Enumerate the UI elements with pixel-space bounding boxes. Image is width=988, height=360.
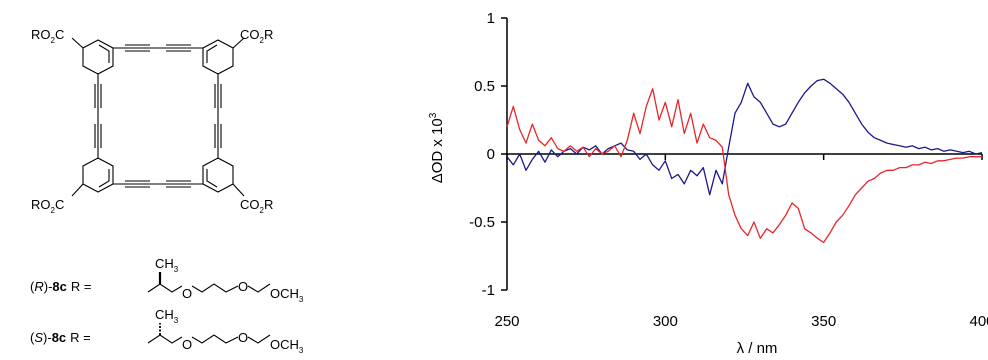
molecule-drawing [71, 37, 271, 344]
y-tick-label: 0.5 [474, 78, 495, 95]
r-isomer-label: (R)-8c R = [30, 279, 91, 294]
y-tick-label: -1 [482, 282, 495, 299]
side-chain-s [147, 334, 183, 344]
ester-label-bottom-left: RO2C [31, 197, 64, 215]
r-oxygen-2: O [238, 279, 248, 294]
r-oxygen-1: O [182, 286, 192, 301]
s-terminal-label: OCH3 [270, 337, 304, 355]
macrocycle-structure: RO2C CO2R RO2C CO2R (R)-8c R = CH3 O O OC… [30, 27, 304, 355]
ester-label-bottom-right: CO2R [240, 197, 273, 215]
chart-tick-labels: 1 0.5 0 -0.5 -1 250 300 350 400 [469, 10, 988, 330]
x-tick-label: 350 [811, 313, 836, 330]
s-oxygen-1: O [182, 337, 192, 352]
chart-series-group [506, 78, 983, 244]
r-terminal-label: OCH3 [270, 286, 304, 304]
r-methyl-label: CH3 [155, 256, 179, 274]
x-tick-label: 300 [653, 313, 678, 330]
benzene-ring-bottom-left [82, 157, 114, 193]
y-tick-label: 1 [487, 10, 495, 27]
x-tick-label: 250 [494, 313, 519, 330]
y-tick-label: 0 [487, 146, 495, 163]
series-red-line [506, 88, 982, 244]
series-blue-line [506, 78, 983, 196]
side-chain-r [147, 283, 183, 293]
s-isomer-label: (S)-8c R = [30, 330, 91, 345]
ester-label-top-left: RO2C [31, 27, 64, 45]
x-axis-title: λ / nm [737, 340, 778, 357]
benzene-ring-bottom-right [202, 157, 234, 193]
s-oxygen-2: O [238, 330, 248, 345]
y-tick-label: -0.5 [469, 214, 495, 231]
ester-label-top-right: CO2R [240, 27, 273, 45]
y-axis-title: ΔOD x 103 [428, 112, 446, 183]
x-tick-label: 400 [969, 313, 988, 330]
cd-spectrum-chart: 1 0.5 0 -0.5 -1 250 300 350 400 ΔOD x 103 λ / nm [428, 10, 988, 357]
s-methyl-label: CH3 [155, 307, 179, 325]
chart-axes [501, 17, 983, 291]
